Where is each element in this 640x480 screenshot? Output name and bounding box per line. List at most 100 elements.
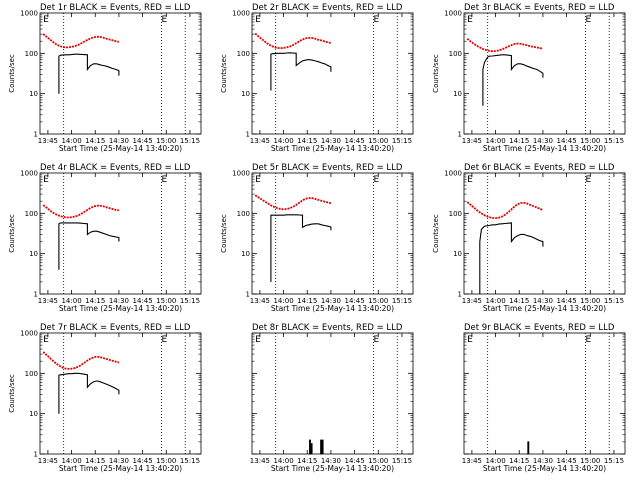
x-tick-label: 14:45	[133, 457, 153, 465]
event-marker-label: E	[255, 15, 261, 25]
x-tick-label: 14:30	[321, 457, 341, 465]
x-tick-label: 14:45	[345, 457, 365, 465]
plot-frame	[39, 12, 202, 135]
x-tick-label: 15:00	[368, 457, 388, 465]
lld-series-line	[42, 204, 120, 219]
x-tick-label: 13:45	[462, 137, 482, 145]
x-tick-label: 14:45	[557, 457, 577, 465]
y-tick-label: 10	[29, 250, 38, 258]
panel-title: Det 5r BLACK = Events, RED = LLD	[252, 163, 403, 173]
x-tick-label: 15:00	[580, 457, 600, 465]
x-tick-label: 13:45	[38, 297, 58, 305]
x-tick-label: 14:30	[109, 457, 129, 465]
x-tick-label: 13:45	[462, 297, 482, 305]
panel-title: Det 4r BLACK = Events, RED = LLD	[40, 163, 191, 173]
x-tick-label: 14:30	[321, 137, 341, 145]
events-series-line	[308, 439, 313, 455]
x-tick-label: 14:30	[109, 137, 129, 145]
events-series-line	[270, 214, 332, 282]
y-tick-label: 1000	[444, 170, 462, 178]
y-tick-label: 10	[453, 250, 462, 258]
y-tick-label: 10	[241, 90, 250, 98]
x-tick-label: 14:00	[273, 137, 293, 145]
x-tick-label: 14:15	[85, 457, 105, 465]
x-tick-label: 15:00	[156, 457, 176, 465]
panel-title: Det 2r BLACK = Events, RED = LLD	[252, 3, 403, 13]
lld-series-line	[466, 37, 544, 53]
x-tick-label: 15:15	[604, 457, 624, 465]
y-tick-label: 100	[237, 50, 250, 58]
x-axis-label: Start Time (25-May-14 13:40:20)	[483, 144, 606, 153]
x-tick-label: 14:30	[533, 457, 553, 465]
x-tick-label: 15:00	[368, 297, 388, 305]
x-axis-label: Start Time (25-May-14 13:40:20)	[59, 464, 182, 473]
x-tick-label: 15:15	[604, 297, 624, 305]
x-tick-label: 14:00	[61, 297, 81, 305]
event-marker-label: E	[374, 175, 380, 185]
x-tick-label: 14:15	[85, 137, 105, 145]
x-tick-label: 13:45	[250, 457, 270, 465]
y-tick-label: 1	[246, 291, 250, 299]
x-tick-label: 15:15	[392, 137, 412, 145]
y-tick-label: 1000	[232, 170, 250, 178]
x-tick-label: 14:15	[297, 297, 317, 305]
y-tick-label: 1	[34, 451, 38, 459]
x-tick-label: 14:30	[533, 297, 553, 305]
events-series-line	[482, 54, 544, 106]
x-axis-label: Start Time (25-May-14 13:40:20)	[59, 144, 182, 153]
x-tick-label: 15:15	[180, 297, 200, 305]
events-series-line	[58, 372, 120, 414]
x-tick-label: 15:15	[180, 457, 200, 465]
y-axis-label: Counts/sec	[8, 214, 16, 253]
y-tick-label: 1	[34, 131, 38, 139]
lld-series-line	[42, 33, 120, 49]
plot-frame	[251, 332, 414, 455]
x-tick-label: 15:00	[368, 137, 388, 145]
events-series-line	[527, 441, 530, 455]
x-tick-label: 15:15	[180, 137, 200, 145]
panel-title: Det 1r BLACK = Events, RED = LLD	[40, 3, 191, 13]
x-tick-label: 14:30	[321, 297, 341, 305]
event-marker-label: E	[374, 335, 380, 345]
x-tick-label: 13:45	[250, 137, 270, 145]
x-tick-label: 14:00	[485, 137, 505, 145]
x-tick-label: 14:15	[297, 137, 317, 145]
event-marker-label: E	[255, 175, 261, 185]
x-tick-label: 14:00	[273, 297, 293, 305]
y-tick-label: 100	[25, 210, 38, 218]
event-marker-label: E	[255, 335, 261, 345]
y-tick-label: 100	[25, 370, 38, 378]
y-axis-label: Counts/sec	[220, 54, 228, 93]
y-axis-label: Counts/sec	[220, 214, 228, 253]
y-tick-label: 100	[25, 50, 38, 58]
panel-title: Det 9r BLACK = Events, RED = LLD	[464, 323, 615, 333]
panel-title: Det 6r BLACK = Events, RED = LLD	[464, 163, 615, 173]
x-tick-label: 13:45	[38, 457, 58, 465]
lld-series-line	[254, 32, 332, 50]
event-marker-label: E	[162, 335, 168, 345]
event-marker-label: E	[586, 15, 592, 25]
event-marker-label: E	[43, 175, 49, 185]
y-tick-label: 1000	[20, 10, 38, 18]
x-tick-label: 15:15	[392, 457, 412, 465]
detector-panel-8: Det 8r BLACK = Events, RED = LLD E E 13:45 1…	[250, 323, 414, 473]
x-tick-label: 14:00	[485, 297, 505, 305]
events-series-line	[270, 52, 332, 91]
plot-frame	[463, 172, 626, 295]
y-tick-label: 1000	[20, 170, 38, 178]
x-axis-label: Start Time (25-May-14 13:40:20)	[271, 304, 394, 313]
y-tick-label: 1	[246, 131, 250, 139]
x-tick-label: 14:30	[533, 137, 553, 145]
y-tick-label: 1	[34, 291, 38, 299]
event-marker-label: E	[374, 15, 380, 25]
panel-title: Det 8r BLACK = Events, RED = LLD	[252, 323, 403, 333]
x-tick-label: 14:15	[297, 457, 317, 465]
plot-frame	[463, 12, 626, 135]
event-marker-label: E	[467, 15, 473, 25]
x-tick-label: 13:45	[462, 457, 482, 465]
